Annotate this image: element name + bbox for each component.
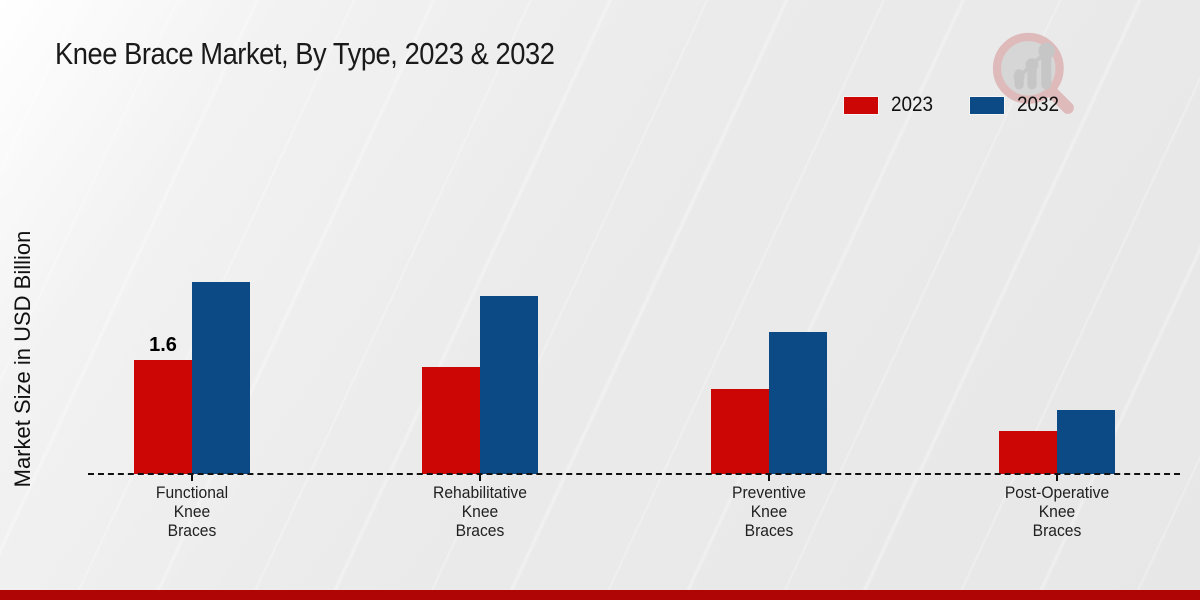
chart-title: Knee Brace Market, By Type, 2023 & 2032 [55,36,555,71]
bar-2023-category-2 [711,389,769,474]
bar-2023-category-1 [422,367,480,474]
bar-2023-category-3 [999,431,1057,474]
x-axis-baseline [88,473,1180,475]
category-label-0: Functional Knee Braces [155,483,229,541]
magnifier-growth-chart-logo-icon [992,32,1074,114]
axis-tick [1056,475,1058,481]
axis-tick [479,475,481,481]
bar-2032-category-0 [192,282,250,474]
legend-label-2023: 2023 [891,93,934,116]
bar-2023-category-0 [134,360,192,474]
legend-label-2032: 2032 [1016,93,1059,116]
legend: 2023 2032 [843,93,1063,117]
bar-2032-category-3 [1057,410,1115,474]
axis-tick [768,475,770,481]
axis-tick [191,475,193,481]
y-axis-label: Market Size in USD Billion [10,230,35,488]
category-label-2: Preventive Knee Braces [732,483,806,541]
bar-value-label: 1.6 [149,334,177,356]
bar-2032-category-1 [480,296,538,474]
footer-accent-bar [0,590,1200,600]
bar-2032-category-2 [769,332,827,474]
legend-item-2023: 2023 [843,93,938,117]
category-label-3: Post-Operative Knee Braces [1004,483,1110,541]
legend-swatch-2023 [843,95,879,115]
legend-swatch-2032 [968,95,1005,115]
category-label-1: Rehabilitative Knee Braces [433,483,527,541]
legend-item-2032: 2032 [968,93,1064,117]
